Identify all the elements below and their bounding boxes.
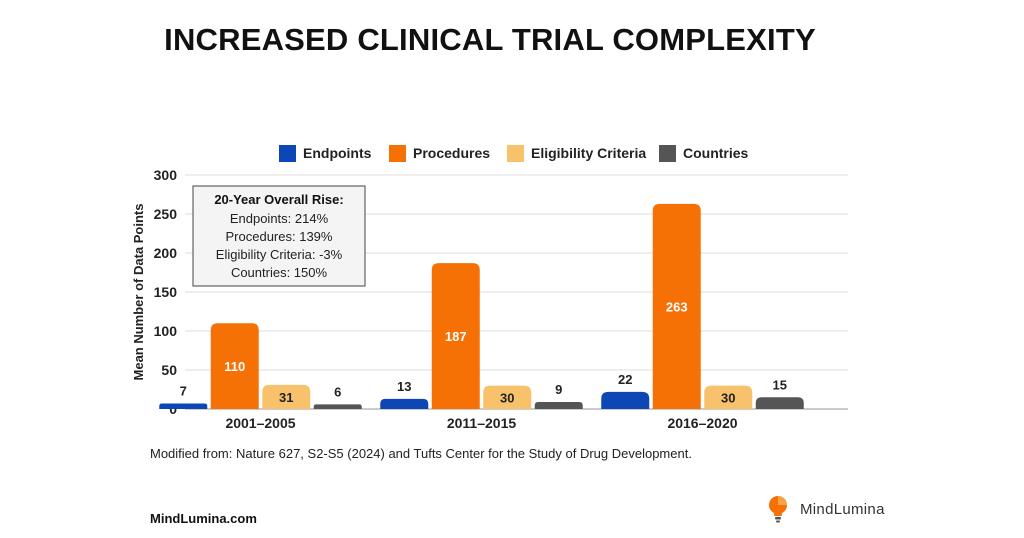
bar — [159, 403, 208, 409]
bar — [313, 404, 362, 409]
x-tick-label: 2001–2005 — [225, 415, 295, 431]
legend-swatch — [659, 145, 676, 162]
annotation-line: Eligibility Criteria: -3% — [216, 247, 343, 262]
bar — [483, 385, 532, 409]
y-tick-label: 100 — [154, 323, 178, 339]
data-label: 263 — [666, 299, 688, 314]
bar — [380, 398, 429, 409]
annotation-line: Endpoints: 214% — [230, 211, 329, 226]
annotation-box — [192, 185, 366, 287]
bar — [431, 263, 480, 409]
legend-swatch — [389, 145, 406, 162]
bar — [210, 323, 259, 409]
data-label: 30 — [500, 390, 514, 405]
data-label: 187 — [445, 329, 467, 344]
source-note: Modified from: Nature 627, S2-S5 (2024) … — [150, 446, 692, 461]
site-url: MindLumina.com — [150, 511, 257, 526]
annotation-title: 20-Year Overall Rise: — [214, 192, 343, 207]
brand-name: MindLumina — [800, 500, 885, 518]
x-tick-label: 2011–2015 — [447, 415, 517, 431]
annotation-line: Countries: 150% — [231, 265, 328, 280]
bar — [534, 401, 583, 409]
data-label: 15 — [773, 377, 787, 392]
y-tick-label: 50 — [161, 362, 177, 378]
data-label: 7 — [180, 384, 187, 399]
brand-logo: MindLumina — [766, 494, 885, 524]
bar — [704, 385, 753, 409]
data-label: 31 — [279, 390, 293, 405]
y-tick-label: 250 — [154, 206, 178, 222]
y-axis-title: Mean Number of Data Points — [131, 204, 146, 381]
data-label: 13 — [397, 379, 411, 394]
data-label: 110 — [224, 359, 245, 374]
legend-label: Procedures — [413, 145, 490, 161]
lightbulb-icon — [769, 496, 787, 523]
legend-swatch — [279, 145, 296, 162]
data-label: 9 — [555, 382, 562, 397]
data-label: 22 — [618, 372, 632, 387]
bar — [262, 384, 311, 409]
data-label: 30 — [721, 390, 735, 405]
x-tick-label: 2016–2020 — [667, 415, 737, 431]
data-label: 6 — [334, 384, 341, 399]
y-tick-label: 300 — [154, 167, 178, 183]
bar — [652, 203, 701, 409]
legend-label: Eligibility Criteria — [531, 145, 646, 161]
bar — [601, 391, 650, 409]
y-tick-label: 200 — [154, 245, 178, 261]
chart-title: INCREASED CLINICAL TRIAL COMPLEXITY — [164, 22, 816, 57]
legend-label: Endpoints — [303, 145, 372, 161]
y-tick-label: 150 — [154, 284, 178, 300]
legend-label: Countries — [683, 145, 749, 161]
legend-swatch — [507, 145, 524, 162]
bar — [755, 397, 804, 409]
annotation-line: Procedures: 139% — [226, 229, 333, 244]
